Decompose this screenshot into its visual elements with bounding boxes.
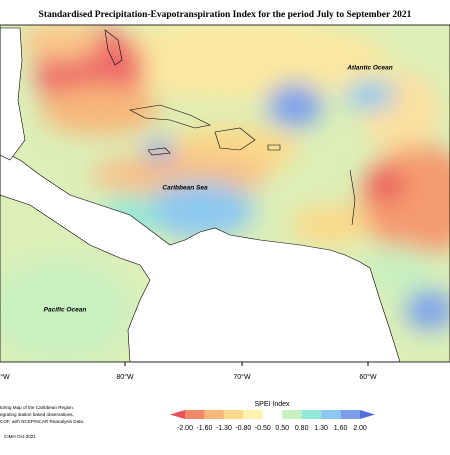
- cuba: [129, 104, 211, 129]
- hispaniola: [214, 127, 256, 151]
- longitude-label: 60°W: [359, 373, 377, 381]
- legend-swatch: [321, 410, 341, 419]
- legend-swatch: [204, 410, 224, 419]
- footer-text: COF, with NCEP/NCAR Reanalysis Data.: [0, 419, 84, 424]
- map-title: Standardised Precipitation-Evapotranspir…: [39, 10, 412, 20]
- mexico: [0, 27, 26, 161]
- florida: [104, 29, 123, 66]
- footer-text: toring Map of the Caribbean Region.: [0, 405, 74, 410]
- legend-tick-label: -0.50: [255, 425, 271, 432]
- legend-swatch: [243, 410, 263, 419]
- footer-text: CIMH Oct-2021: [4, 434, 36, 439]
- longitude-label: 80°W: [116, 373, 134, 381]
- ocean-label: Atlantic Ocean: [346, 65, 393, 72]
- legend-tick-label: -0.80: [235, 425, 251, 432]
- legend-swatch: [301, 410, 322, 419]
- legend-swatch: [170, 410, 185, 419]
- legend-swatch: [282, 410, 302, 419]
- spei-field: [0, 25, 450, 362]
- legend-tick-label: -2.00: [177, 425, 193, 432]
- legend-swatch: [185, 410, 205, 419]
- legend-tick-label: -1.60: [196, 425, 212, 432]
- longitude-label: 0°W: [0, 373, 10, 381]
- legend-swatch: [340, 410, 360, 419]
- jamaica: [147, 147, 171, 156]
- legend-tick-label: 0.80: [295, 425, 309, 432]
- antilles: [349, 169, 356, 226]
- footer-text: egrating station based observations,: [0, 412, 74, 417]
- legend-tick-label: 0.50: [275, 425, 289, 432]
- legend-tick-label: 2.00: [353, 425, 367, 432]
- ocean-label: Caribbean Sea: [162, 185, 208, 192]
- legend-tick-label: -1.30: [216, 425, 232, 432]
- ocean-label: Pacific Ocean: [44, 307, 87, 314]
- mainland: [0, 149, 401, 362]
- legend-swatch: [223, 410, 244, 419]
- legend-tick-label: 1.60: [334, 425, 348, 432]
- map-frame: [0, 24, 450, 363]
- longitude-label: 70°W: [233, 373, 251, 381]
- puerto-rico: [267, 144, 281, 151]
- legend-title: SPEI Index: [254, 401, 290, 408]
- legend-tick-label: 1.30: [314, 425, 328, 432]
- legend-swatch: [360, 410, 375, 419]
- legend-swatch: [262, 410, 283, 419]
